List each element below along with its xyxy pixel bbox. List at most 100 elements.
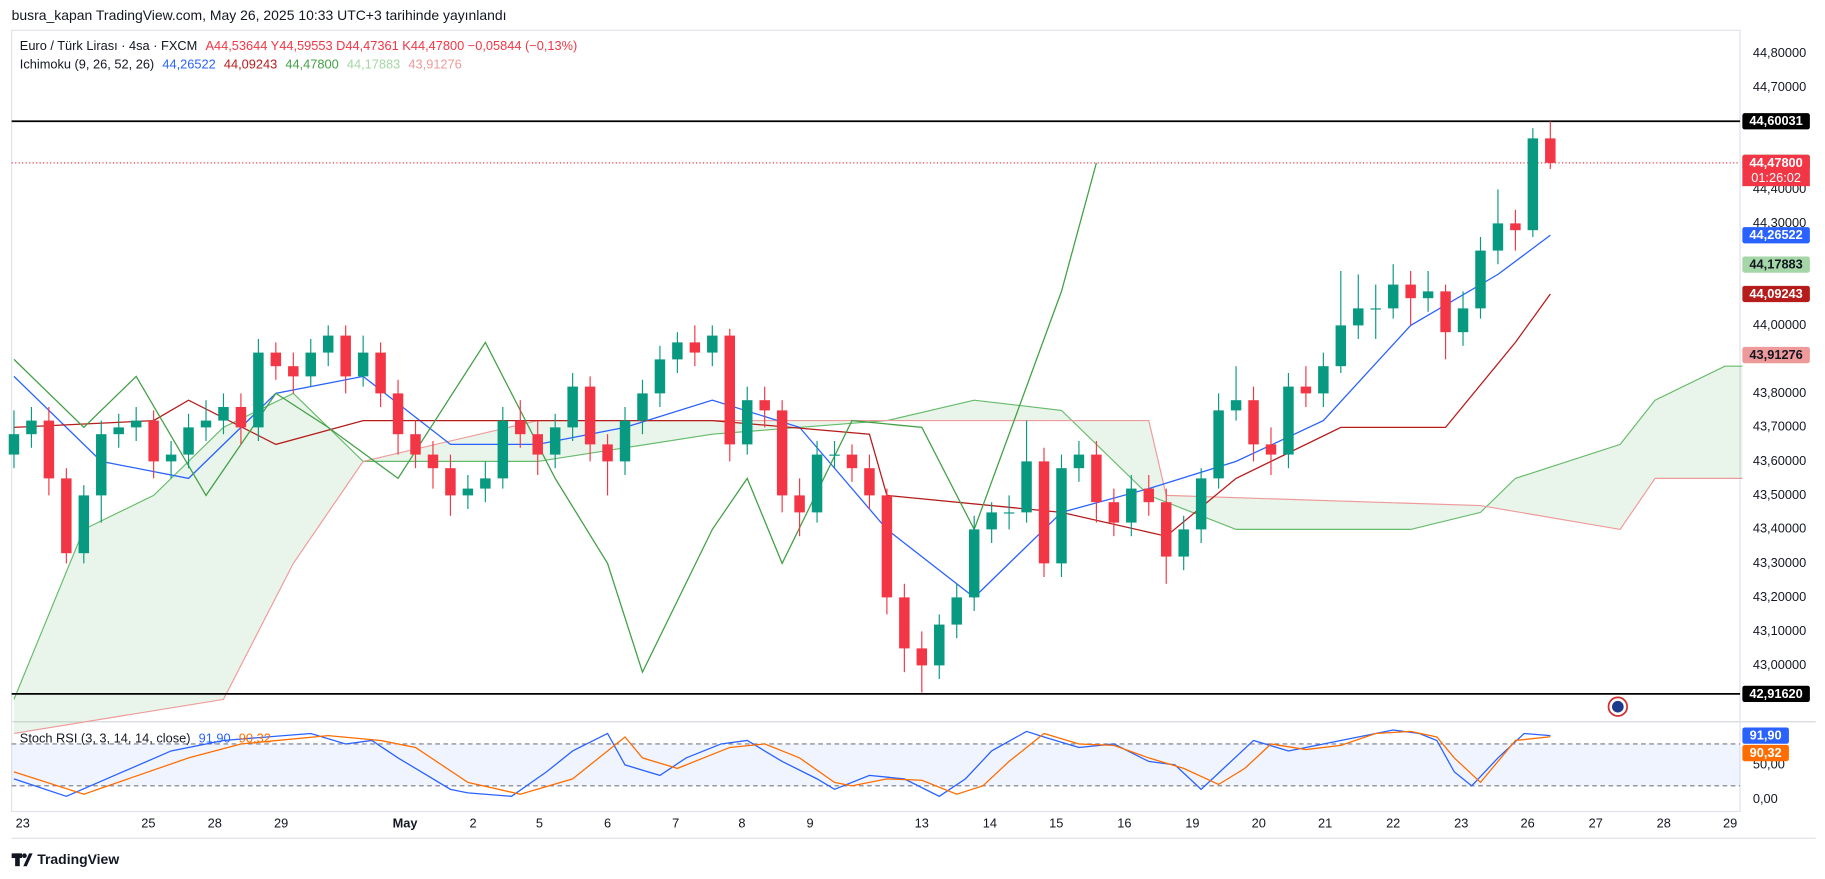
x-tick-label: 2	[470, 816, 477, 831]
candle-body	[1091, 454, 1102, 503]
x-tick-label: 19	[1185, 816, 1199, 831]
price-badge	[1742, 154, 1810, 172]
y-tick-label: 44,00000	[1753, 317, 1806, 332]
ichimoku-span-b	[13, 420, 1743, 734]
candle-body	[270, 352, 282, 367]
candle-body	[864, 468, 875, 496]
y-tick-label: 43,60000	[1753, 453, 1806, 468]
candle-body	[741, 400, 753, 445]
x-tick-label: 26	[1521, 816, 1535, 831]
y-tick-label: 43,00000	[1753, 657, 1806, 672]
indicator-value: 44,26522	[162, 57, 215, 72]
candle-body	[1248, 400, 1259, 445]
candle-body	[986, 512, 997, 530]
candle-body	[1160, 502, 1172, 557]
indicator-badge-label: 44,26522	[1749, 227, 1802, 242]
stoch-badge-label: 91,90	[1750, 728, 1782, 743]
candle-body	[200, 420, 212, 428]
candle-body	[602, 444, 613, 462]
candle-body	[1353, 308, 1364, 326]
candle-body	[130, 420, 142, 428]
countdown-badge	[1742, 169, 1810, 187]
stoch-badge-label: 90,32	[1750, 745, 1782, 760]
symbol-title: Euro / Türk Lirası · 4sa · FXCM	[20, 38, 198, 53]
candle-body	[759, 400, 770, 411]
candle-body	[96, 434, 107, 496]
y-tick-label: 44,70000	[1753, 79, 1806, 94]
candle-body	[1527, 138, 1539, 231]
candle-body	[637, 393, 648, 421]
candle-body	[968, 529, 980, 598]
ichimoku-cloud	[13, 366, 1743, 734]
indicator-badge-label: 43,91276	[1749, 347, 1802, 362]
x-tick-label: May	[393, 816, 419, 831]
candle-body	[340, 335, 351, 377]
candle-body	[811, 454, 823, 513]
y-tick-label: 43,80000	[1753, 385, 1806, 400]
candle-body	[934, 624, 945, 666]
indicator-badge	[1742, 285, 1810, 303]
candle-body	[148, 420, 159, 462]
event-icon[interactable]	[1607, 696, 1629, 717]
candle-body	[322, 335, 334, 353]
candle-body	[776, 410, 788, 496]
indicator-badge-label: 44,17883	[1749, 257, 1802, 272]
candle-body	[1178, 529, 1189, 557]
candle-body	[445, 468, 456, 496]
candle-body	[532, 434, 543, 455]
ichimoku-line	[13, 293, 1551, 537]
candle-body	[375, 352, 386, 394]
x-tick-label: 29	[274, 816, 288, 831]
y-tick-label: 44,80000	[1753, 45, 1806, 60]
candle-body	[724, 335, 736, 445]
price-badge-label: 44,60031	[1749, 113, 1802, 128]
x-tick-label: 9	[807, 816, 814, 831]
x-tick-label: 28	[1657, 816, 1671, 831]
candle-body	[1073, 454, 1085, 469]
stoch-band	[11, 743, 1741, 786]
price-badge	[1742, 685, 1810, 703]
candle-body	[881, 495, 893, 598]
indicator-label: Ichimoku (9, 26, 52, 26)	[20, 57, 154, 72]
candle-body	[392, 393, 404, 435]
candle-body	[218, 406, 229, 421]
candle-body	[829, 454, 840, 456]
x-tick-label: 7	[672, 816, 679, 831]
candle-body	[1283, 386, 1294, 455]
price-badge-label: 44,47800	[1749, 155, 1802, 170]
stoch-line	[13, 729, 1551, 798]
candle-body	[288, 366, 299, 377]
indicator-badge	[1742, 256, 1810, 273]
indicator-badge-label: 44,09243	[1749, 286, 1802, 301]
y-tick-label: 43,20000	[1753, 589, 1806, 604]
candle-body	[672, 342, 683, 360]
x-tick-label: 22	[1386, 816, 1400, 831]
footer-brand: TradingView	[37, 851, 119, 867]
candle-body	[8, 434, 20, 455]
candle-body	[253, 352, 264, 428]
candle-body	[707, 335, 718, 353]
price-badge-label: 42,91620	[1749, 686, 1802, 701]
candle-body	[1021, 461, 1032, 513]
candle-body	[165, 454, 177, 462]
candle-body	[1387, 284, 1399, 309]
stoch-badge	[1742, 744, 1789, 762]
price-badge	[1742, 113, 1810, 130]
candle-body	[1492, 223, 1504, 251]
stoch-title: Stoch RSI (3, 3, 14, 14, close)	[20, 731, 191, 746]
candle-body	[357, 352, 369, 377]
candle-body	[1038, 461, 1050, 564]
x-tick-label: 27	[1589, 816, 1603, 831]
candle-body	[689, 342, 701, 353]
candle-body	[1126, 488, 1137, 523]
x-tick-label: 23	[16, 816, 30, 831]
candle-body	[567, 386, 578, 428]
indicator-value: 44,09243	[224, 57, 277, 72]
y-tick-label: 43,30000	[1753, 555, 1806, 570]
x-tick-label: 28	[208, 816, 222, 831]
stoch-value: 90,32	[239, 731, 271, 746]
candle-body	[1335, 325, 1347, 367]
y-tick-label: 44,30000	[1753, 215, 1806, 230]
ichimoku-span-a	[13, 365, 1743, 700]
